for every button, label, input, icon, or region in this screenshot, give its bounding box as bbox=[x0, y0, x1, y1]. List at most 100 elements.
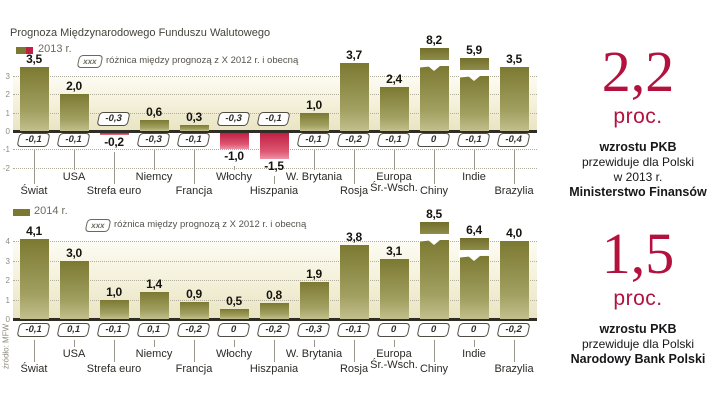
bar bbox=[339, 245, 369, 319]
panel-line: przewiduje dla Polski bbox=[581, 155, 695, 169]
bar bbox=[499, 66, 529, 131]
gridline bbox=[13, 260, 537, 262]
bar-value-label: 0,5 bbox=[226, 294, 242, 309]
label-connector bbox=[34, 340, 35, 362]
diff-badge: 0 bbox=[376, 323, 411, 337]
label-connector bbox=[274, 175, 275, 184]
diff-badge: -0,1 bbox=[96, 323, 131, 337]
label-connector bbox=[74, 340, 75, 347]
country-label: Francja bbox=[175, 185, 213, 197]
bar-value-label: 1,0 bbox=[306, 97, 322, 112]
axis-tick-label: 0 bbox=[5, 315, 10, 324]
axis-tick-label: 0 bbox=[5, 127, 10, 136]
gridline bbox=[13, 280, 537, 282]
bar-cap bbox=[419, 47, 449, 60]
label-connector bbox=[314, 150, 315, 170]
bar-cap bbox=[459, 237, 489, 250]
country-label: W. Brytania bbox=[285, 171, 343, 183]
label-connector bbox=[154, 150, 155, 170]
bar-value-label: 3,5 bbox=[26, 51, 42, 66]
bar bbox=[179, 125, 209, 131]
bar-value-label: 3,7 bbox=[346, 47, 362, 62]
diff-badge: 0,1 bbox=[136, 323, 171, 337]
panel-line: wzrostu PKB bbox=[599, 140, 677, 154]
bar bbox=[379, 86, 409, 131]
diff-badge: -0,2 bbox=[176, 323, 211, 337]
legend-swatch-2013 bbox=[16, 47, 33, 54]
big-number-nbp: 1,5 bbox=[601, 221, 675, 286]
diff-badge: -0,1 bbox=[336, 323, 371, 337]
label-connector bbox=[34, 150, 35, 184]
bar-value-label: 1,0 bbox=[106, 284, 122, 299]
diff-badge: -0,1 bbox=[16, 133, 51, 147]
country-label: Niemcy bbox=[135, 171, 173, 183]
diff-badge: -0,1 bbox=[456, 133, 491, 147]
legend-diff-note-bottom: różnica między prognozą z X 2012 r. i ob… bbox=[114, 219, 307, 230]
bar-value-label: 0,6 bbox=[146, 104, 162, 119]
bar-value-label: 2,0 bbox=[66, 79, 82, 94]
label-connector bbox=[434, 150, 435, 184]
label-connector bbox=[354, 340, 355, 362]
diff-badge: -0,3 bbox=[296, 323, 331, 337]
diff-badge: 0 bbox=[416, 323, 451, 337]
axis-tick-label: 4 bbox=[5, 237, 10, 247]
label-connector bbox=[234, 166, 235, 170]
bar-value-label: 0,9 bbox=[186, 286, 202, 301]
country-label: Rosja bbox=[339, 363, 369, 375]
big-number-unit-2013: proc. bbox=[613, 105, 663, 128]
bar-value-label: 3,5 bbox=[506, 51, 522, 66]
country-label: Indie bbox=[462, 171, 486, 183]
bar-value-label: 1,9 bbox=[306, 267, 322, 282]
bar-value-label: 8,2 bbox=[426, 32, 442, 47]
axis-tick-label: 2 bbox=[5, 90, 10, 100]
label-connector bbox=[434, 340, 435, 362]
country-label: USA bbox=[62, 348, 86, 360]
bar-value-label: -1,0 bbox=[224, 149, 244, 164]
label-connector bbox=[114, 340, 115, 362]
diff-badge: -0,1 bbox=[256, 112, 291, 126]
bar-value-label: 4,1 bbox=[26, 224, 42, 239]
country-label: Świat bbox=[20, 185, 48, 197]
label-connector bbox=[474, 150, 475, 170]
bar-value-label: 4,0 bbox=[506, 226, 522, 241]
label-connector bbox=[194, 340, 195, 362]
bar-value-label: 0,3 bbox=[186, 110, 202, 125]
axis-tick-label: -2 bbox=[2, 163, 10, 173]
gridline bbox=[13, 299, 537, 301]
diff-badge: -0,3 bbox=[96, 112, 131, 126]
legend-label-2014: 2014 r. bbox=[34, 205, 68, 217]
bar-value-label: 6,4 bbox=[466, 222, 482, 237]
bar bbox=[179, 301, 209, 319]
country-label: Europa Śr.-Wsch. bbox=[370, 171, 418, 194]
bar-cap bbox=[419, 222, 449, 235]
country-label: Indie bbox=[462, 348, 486, 360]
diff-badge: -0,2 bbox=[256, 323, 291, 337]
gridline bbox=[13, 167, 537, 169]
country-label: Brazylia bbox=[494, 363, 534, 375]
bar-value-label: 2,4 bbox=[386, 71, 402, 86]
bar-negative bbox=[219, 133, 249, 150]
axis-tick-label: 3 bbox=[5, 256, 10, 266]
label-connector bbox=[394, 340, 395, 347]
legend-label-2013: 2013 r. bbox=[38, 43, 72, 55]
diff-badge: -0,2 bbox=[496, 323, 531, 337]
bar-value-label: 8,5 bbox=[426, 207, 442, 222]
axis-break-notch bbox=[468, 255, 480, 261]
bar bbox=[59, 94, 89, 131]
label-connector bbox=[514, 150, 515, 184]
bar bbox=[139, 119, 169, 131]
axis-tick-label: 1 bbox=[5, 108, 10, 118]
bar-value-label: 1,4 bbox=[146, 276, 162, 291]
diff-badge: -0,1 bbox=[296, 133, 331, 147]
country-label: Brazylia bbox=[494, 185, 534, 197]
panel-forecast-2013: 2,2 proc. wzrostu PKB przewiduje dla Pol… bbox=[561, 42, 715, 200]
label-connector bbox=[314, 340, 315, 347]
bar bbox=[379, 258, 409, 319]
country-label: W. Brytania bbox=[285, 348, 343, 360]
bar bbox=[219, 309, 249, 319]
bar bbox=[299, 112, 329, 131]
bar bbox=[419, 65, 449, 131]
label-connector bbox=[274, 340, 275, 362]
bar bbox=[459, 255, 489, 319]
diff-badge: 0 bbox=[216, 323, 251, 337]
